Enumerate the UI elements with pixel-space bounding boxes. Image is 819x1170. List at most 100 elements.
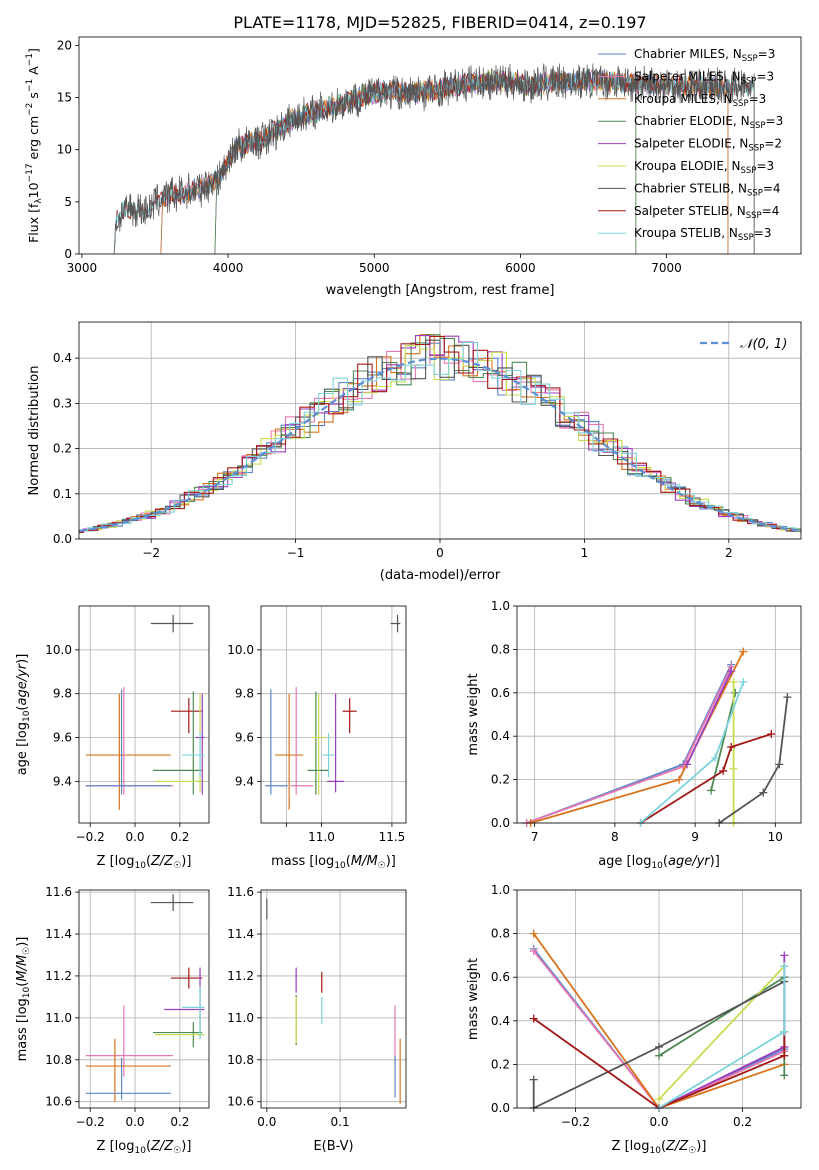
x-tick-label: −0.2 [76,1115,105,1129]
x-tick-label: 11.0 [308,830,335,844]
weight-marker [731,688,740,697]
axes-frame [260,889,407,1109]
legend-label-gaussian: 𝒩(0, 1) [740,337,787,352]
y-tick-label: 11.4 [227,927,254,941]
weight-marker [783,693,792,702]
weight-marker [655,1042,663,1051]
x-tick-label: −0.2 [561,1115,590,1129]
x-tick-label: 1 [581,546,589,560]
y-tick-label: 11.2 [45,969,72,983]
legend-label-krou_stelib: Kroupa STELIB, NSSP=3 [634,226,772,243]
axes-frame [516,889,802,1109]
errorbar-krou_stelib [322,733,335,777]
weight-marker [759,788,768,797]
y-tick-label: 0.8 [491,642,510,656]
spectrum-x-label: wavelength [Angstrom, rest frame] [326,283,555,298]
weight-marker [775,760,784,769]
x-tick-label: 0.1 [331,1115,350,1129]
y-tick-label: 11.0 [227,1011,254,1025]
legend-label-chab_stelib: Chabrier STELIB, NSSP=4 [634,181,781,198]
errorbar-chab_miles [265,689,288,795]
mass_vs_ebv-x-label: E(B-V) [313,1139,353,1154]
errorbar-salp_elodie [327,693,345,793]
residuals-y-label: Normed distribution [27,366,42,496]
y-tick-label: 9.4 [53,774,72,788]
y-tick-label: 11.6 [45,885,72,899]
histogram-krou_stelib [79,341,801,531]
age_vs_mass-x-label: mass [log10(M/M☉)] [271,854,396,871]
y-tick-label: 0.0 [53,532,72,546]
y-tick-label: 10.8 [227,1053,254,1067]
weight-marker [780,1027,789,1036]
weight_vs_Z-x-label: Z [log10(Z/Z☉)] [612,1139,707,1156]
weight-marker [675,775,684,784]
errorbar-salp_miles [290,687,314,795]
y-tick-label: 10.0 [227,643,254,657]
weight-line-chab_miles [522,660,736,827]
x-tick-label: 7000 [651,261,682,275]
y-tick-label: 0.6 [491,970,510,984]
y-tick-label: 10.0 [45,643,72,657]
x-tick-label: 0.2 [170,1115,189,1129]
spectrum-legend: Chabrier MILES, NSSP=3 Salpeter MILES, NS… [598,47,783,243]
legend-label-salp_stelib: Salpeter STELIB, NSSP=4 [634,204,779,221]
errorbar-chab_elodie [152,691,203,795]
errorbar-krou_miles [275,693,304,810]
residuals-x-label: (data-model)/error [380,568,501,583]
weight_vs_age-axes: 7 8 9 10 0.0 0.2 0.4 0.6 0.8 1.0 [491,599,801,844]
errorbar-chab_elodie [307,691,329,795]
y-tick-label: 0.4 [53,351,72,365]
y-tick-label: 11.4 [45,927,72,941]
x-tick-label: 3000 [67,261,98,275]
age_vs_Z-x-label: Z [log10(Z/Z☉)] [97,854,192,871]
axes-frame [78,605,210,824]
figure-title: PLATE=1178, MJD=52825, FIBERID=0414, z=0… [233,13,646,32]
y-tick-label: 0.0 [491,816,510,830]
weight-marker [529,1014,538,1023]
axes-frame [516,605,802,824]
legend-label-krou_miles: Kroupa MILES, NSSP=3 [634,92,766,109]
weight-marker [529,947,538,956]
axes-frame [260,605,407,824]
mass_vs_Z-y-label: mass [log10(M/M☉)] [15,937,32,1062]
y-tick-label: 10.6 [227,1095,254,1109]
weight-line-chab_elodie [707,688,740,795]
y-tick-label: 9.4 [235,774,254,788]
y-tick-label: 0.4 [491,729,510,743]
weight-marker [711,753,720,762]
errorbar-chab_stelib [150,614,194,633]
weight-marker [529,1075,538,1084]
weight-line-krou_miles [526,647,748,827]
age_vs_mass-axes: 11.0 11.5 9.4 9.6 9.8 10.0 [227,606,406,844]
y-tick-label: 0.1 [53,487,72,501]
y-tick-label: 11.0 [45,1011,72,1025]
y-tick-label: 0 [64,247,72,261]
y-tick-label: 0.2 [53,442,72,456]
x-tick-label: 6000 [505,261,536,275]
y-tick-label: 0.0 [491,1101,510,1115]
x-tick-label: 0.0 [125,1115,144,1129]
x-tick-label: 0.0 [125,830,144,844]
weight-marker [767,730,776,739]
weight-line-salp_miles [522,662,736,827]
y-tick-label: 1.0 [491,883,510,897]
x-tick-label: 7 [531,830,539,844]
errorbar-krou_stelib [182,733,205,777]
weight-line-chab_stelib [715,693,792,827]
y-tick-label: 10 [57,143,72,157]
y-tick-label: 15 [57,91,72,105]
histogram-krou_miles [79,334,801,532]
y-tick-label: 0.4 [491,1014,510,1028]
weight-line-krou_stelib [636,677,748,827]
y-tick-label: 0.6 [491,686,510,700]
x-tick-label: 4000 [213,261,244,275]
errorbar-salp_stelib [170,967,203,989]
legend-label-salp_miles: Salpeter MILES, NSSP=3 [634,69,774,86]
x-tick-label: −1 [287,546,305,560]
x-tick-label: 8 [611,830,619,844]
x-tick-label: 0.2 [733,1115,752,1129]
y-tick-label: 9.6 [235,731,254,745]
x-tick-label: 0.0 [257,1115,276,1129]
mass_vs_Z-x-label: Z [log10(Z/Z☉)] [97,1139,192,1156]
